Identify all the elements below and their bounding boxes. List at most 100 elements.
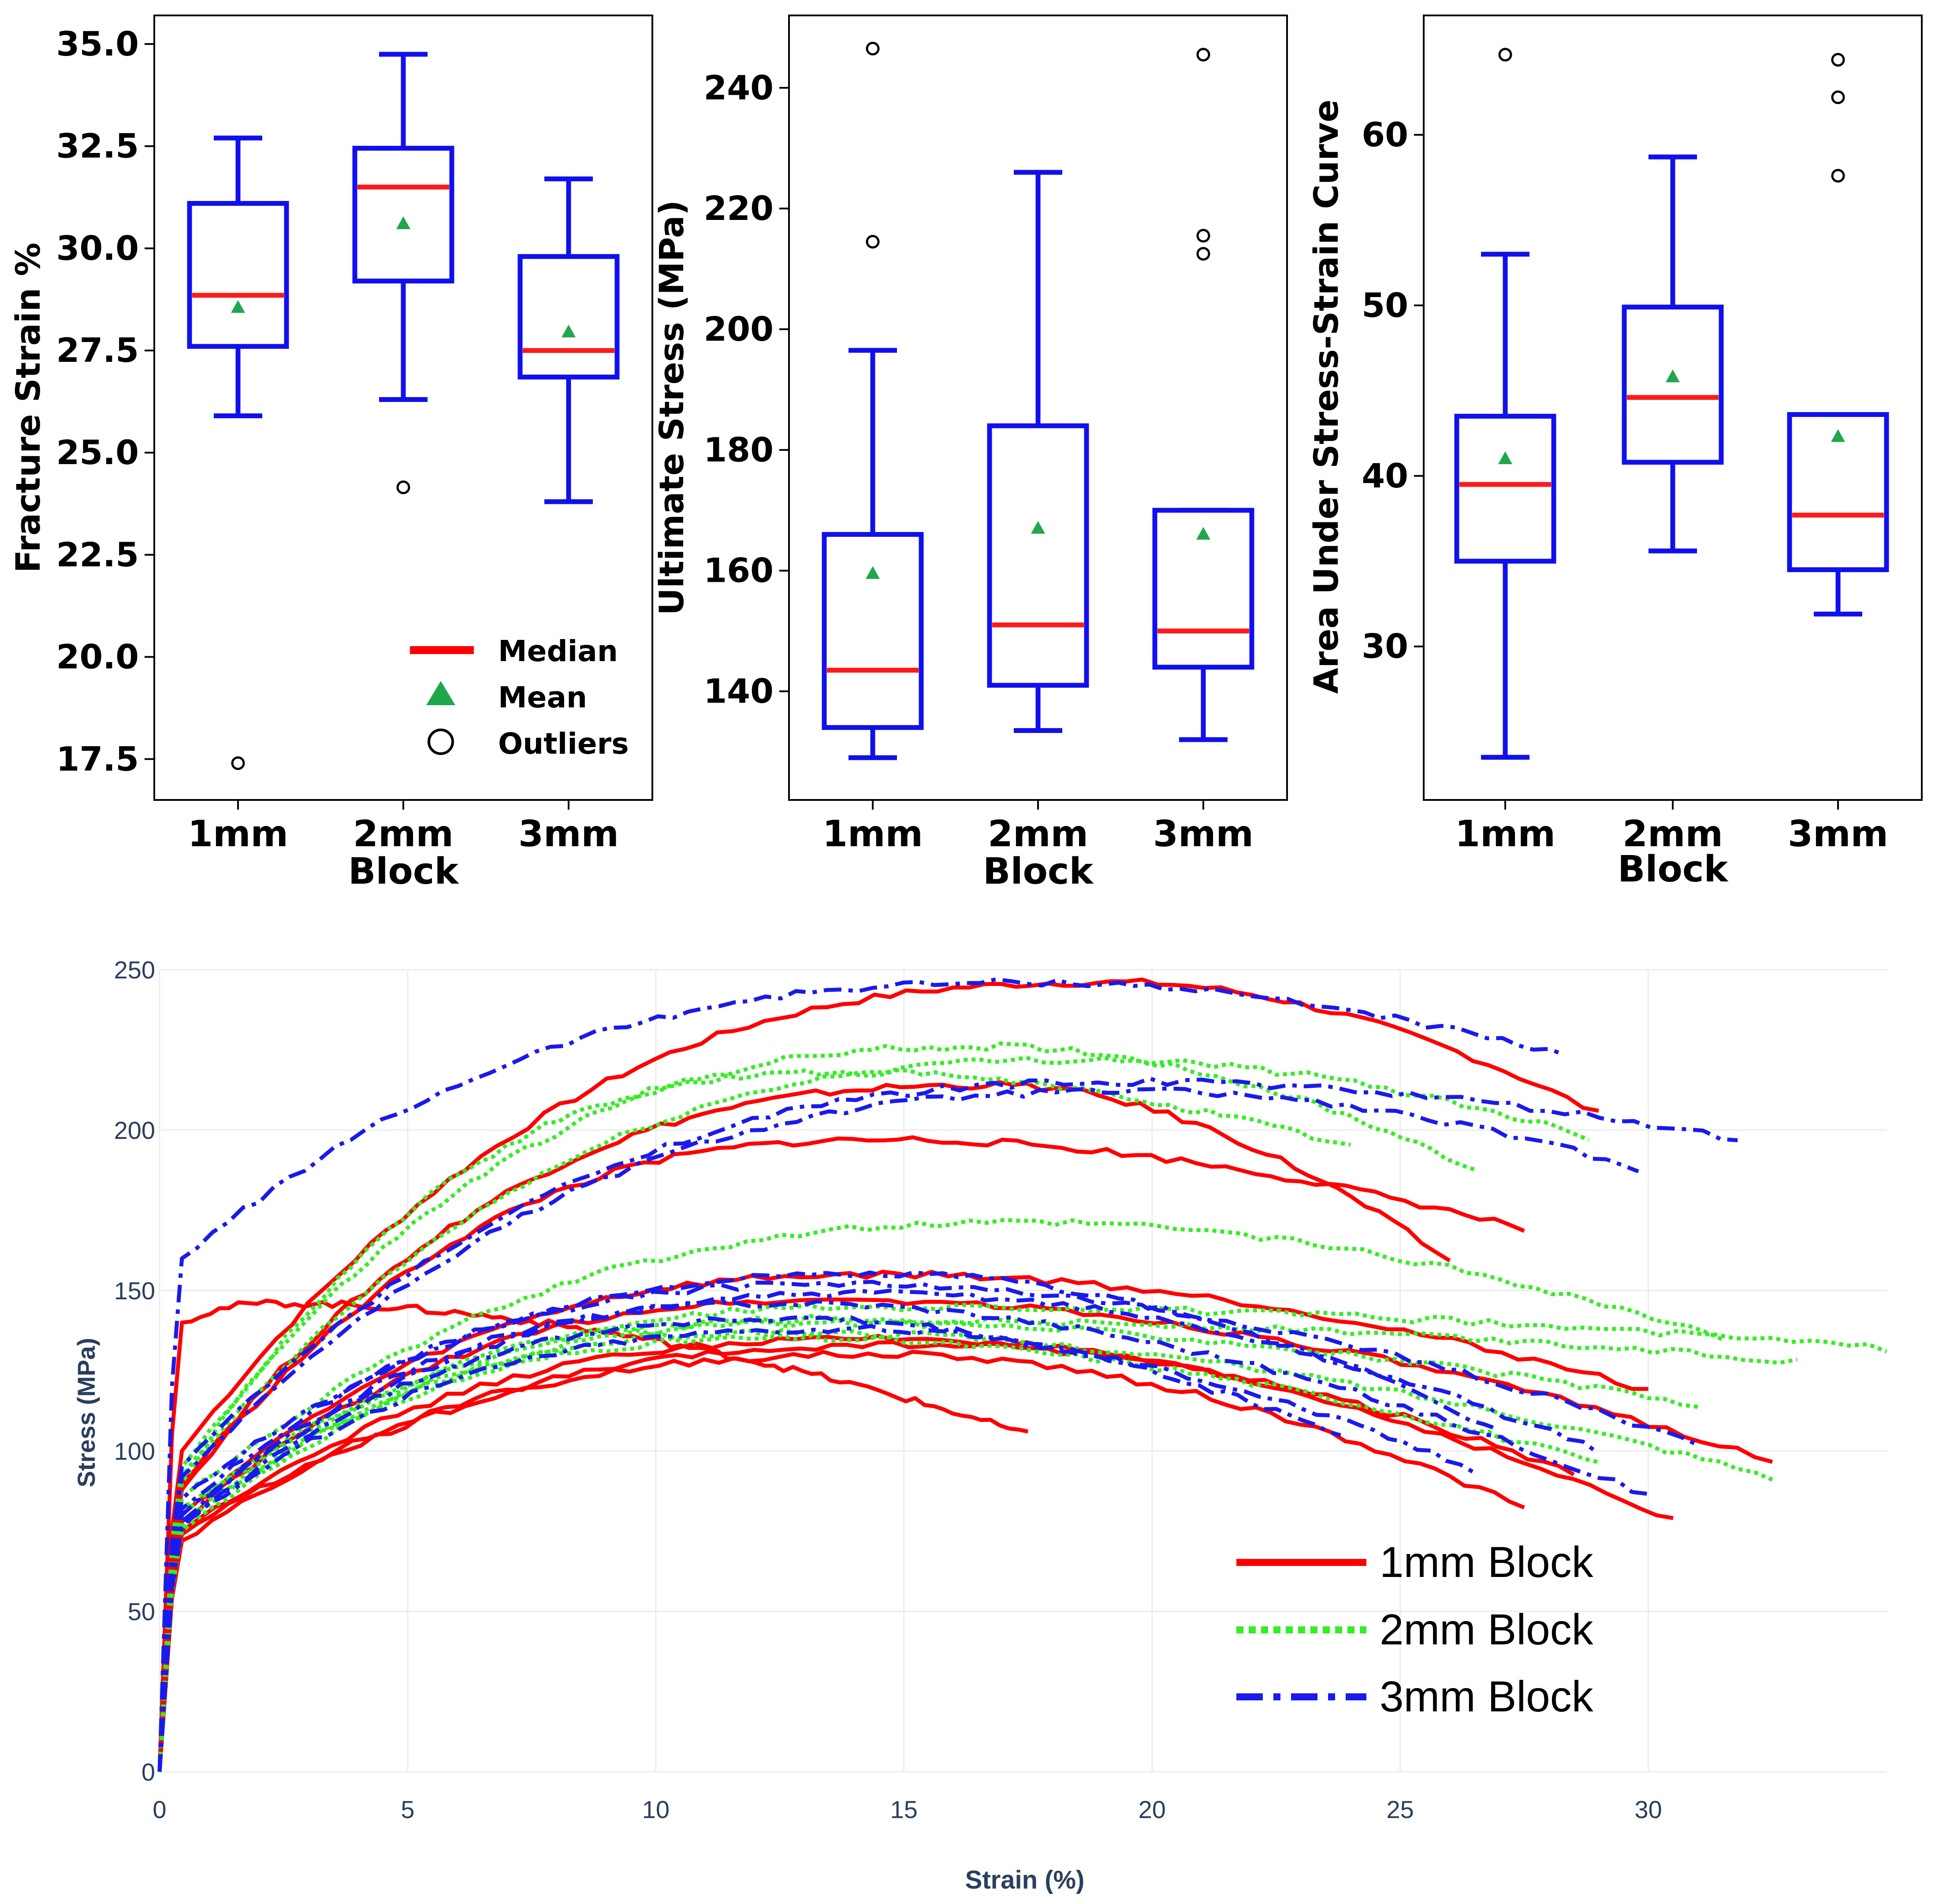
mean-marker (1831, 429, 1845, 442)
mean-marker (231, 300, 245, 313)
stress-strain-curve (157, 1135, 1525, 1772)
x-tick-label: 25 (1387, 1796, 1414, 1823)
stress-strain-curve (157, 1218, 1724, 1772)
outlier-point (1196, 229, 1210, 243)
y-tick-label: 160 (703, 551, 774, 590)
iqr-box (352, 145, 454, 284)
x-tick-label: 2mm (353, 813, 454, 855)
stress-strain-curve (157, 1080, 1451, 1772)
box-1mm (1454, 48, 1556, 760)
outlier-point (396, 480, 410, 495)
stress-strain-curve (157, 1270, 1500, 1772)
stress-strain-curve (157, 1270, 1648, 1772)
stress-strain-curve (157, 1317, 1698, 1772)
stress-strain-curve (157, 977, 1565, 1772)
stress-strain-curve (157, 1340, 1575, 1772)
x-tick-label: 1mm (822, 813, 923, 855)
outlier-point (1831, 90, 1845, 104)
box-1mm (187, 135, 289, 770)
stress-strain-curve (157, 1324, 1476, 1772)
series-1mm-block (157, 977, 1773, 1772)
stress-strain-curve (157, 1315, 1341, 1772)
stress-strain-curve (157, 1041, 1475, 1772)
legend-mean-swatch (426, 681, 455, 705)
stress-strain-curve (157, 1076, 1738, 1772)
x-tick-label: 2mm (1622, 813, 1723, 855)
stress-strain-curve (157, 1334, 1674, 1772)
y-tick-label: 150 (114, 1277, 155, 1305)
mean-marker (396, 216, 410, 229)
stress-strain-curve (157, 1068, 1351, 1772)
y-tick-label: 25.0 (56, 433, 139, 472)
outlier-point (866, 41, 880, 56)
mean-marker (562, 324, 576, 338)
fracture-strain-boxplot: 17.5 20.0 22.5 25.0 27.5 30.0 32.5 35.0 1mm 2mm 3m… (8, 15, 653, 892)
stress-strain-curve (157, 1333, 1600, 1772)
x-tick-label: 2mm (988, 813, 1088, 855)
x-tick-label: 30 (1634, 1796, 1662, 1823)
mean-marker (866, 566, 880, 579)
x-tick-label: 5 (401, 1796, 414, 1823)
stress-strain-curve (157, 1302, 1887, 1772)
box-3mm (1787, 53, 1889, 617)
iqr-box (1622, 305, 1724, 465)
outlier-point (1831, 53, 1845, 67)
outlier-point (866, 234, 880, 249)
legend-outliers-label: Outliers (498, 727, 629, 761)
iqr-box (1152, 508, 1254, 670)
y-tick-label: 60 (1362, 115, 1408, 154)
mean-marker (1031, 521, 1045, 534)
y-tick-label: 220 (703, 189, 774, 228)
x-axis-label: Block (983, 851, 1094, 892)
legend-outliers-swatch (428, 729, 454, 755)
stress-strain-curve (157, 1288, 1600, 1772)
y-axis-label: Ultimate Stress (MPa) (652, 200, 691, 615)
x-axis-label: Block (1618, 848, 1729, 890)
x-axis-label: Block (348, 851, 460, 892)
series-2mm-block (157, 1041, 1887, 1772)
iqr-box (987, 423, 1089, 688)
x-tick-label: 3mm (1788, 813, 1888, 855)
y-tick-label: 17.5 (56, 739, 139, 778)
x-tick-label: 15 (890, 1796, 918, 1823)
y-axis-label: Area Under Stress-Strain Curve (1306, 100, 1346, 694)
iqr-box (822, 532, 924, 730)
x-tick-label: 1mm (188, 813, 288, 855)
area-under-curve-boxplot: 30 40 50 60 1mm 2mm 3mm Area Under Stress-Stra… (1306, 15, 1923, 890)
legend-1mm-label: 1mm Block (1380, 1538, 1594, 1586)
iqr-box (517, 254, 620, 379)
x-tick-label: 20 (1139, 1796, 1166, 1823)
y-tick-label: 250 (114, 956, 155, 984)
box-2mm (987, 170, 1089, 733)
box-2mm (1622, 154, 1724, 554)
mean-marker (1196, 527, 1210, 540)
outlier-point (1498, 48, 1512, 62)
x-tick-label: 1mm (1455, 813, 1555, 855)
stress-strain-curve (157, 1056, 1590, 1772)
stress-strain-curve (157, 1297, 1773, 1772)
legend-3mm-label: 3mm Block (1380, 1672, 1594, 1721)
box-1mm (822, 41, 924, 760)
stress-strain-curve (157, 1298, 1029, 1772)
line-legend: 1mm Block 2mm Block 3mm Block (1236, 1538, 1594, 1721)
y-tick-label: 40 (1362, 456, 1408, 495)
stress-strain-curve (157, 977, 1599, 1772)
y-tick-label: 180 (703, 430, 774, 469)
box-2mm (352, 52, 454, 495)
y-tick-label: 50 (128, 1598, 155, 1625)
outlier-point (231, 756, 245, 770)
ultimate-stress-boxplot: 140 160 180 200 220 240 1mm 2mm 3mm Ultimate Str… (652, 15, 1288, 892)
y-tick-label: 20.0 (56, 637, 139, 677)
series-3mm-block (157, 977, 1738, 1772)
x-tick-label: 3mm (1153, 813, 1254, 855)
outlier-point (1831, 169, 1845, 183)
y-tick-label: 0 (141, 1758, 155, 1786)
iqr-box (187, 201, 289, 349)
box-3mm (517, 176, 620, 504)
y-tick-label: 240 (703, 68, 774, 107)
legend-median-label: Median (498, 634, 618, 668)
mean-marker (1498, 451, 1512, 465)
stress-strain-curve (157, 1299, 1649, 1772)
iqr-box (1454, 413, 1556, 564)
